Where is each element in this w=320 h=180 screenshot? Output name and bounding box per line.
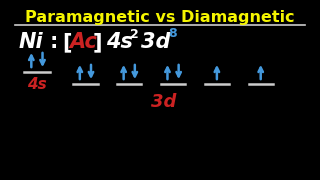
Text: 3d: 3d xyxy=(141,32,171,52)
Text: 2: 2 xyxy=(130,28,139,40)
Text: [: [ xyxy=(62,32,72,52)
Text: Ni: Ni xyxy=(18,32,43,52)
Text: 4s: 4s xyxy=(106,32,133,52)
Text: 3d: 3d xyxy=(151,93,176,111)
Text: :: : xyxy=(50,32,58,52)
Text: 8: 8 xyxy=(168,26,177,39)
Text: Ac: Ac xyxy=(69,32,97,52)
Text: 4s: 4s xyxy=(27,76,47,91)
Text: Paramagnetic vs Diamagnetic: Paramagnetic vs Diamagnetic xyxy=(25,10,295,25)
Text: ]: ] xyxy=(93,32,102,52)
